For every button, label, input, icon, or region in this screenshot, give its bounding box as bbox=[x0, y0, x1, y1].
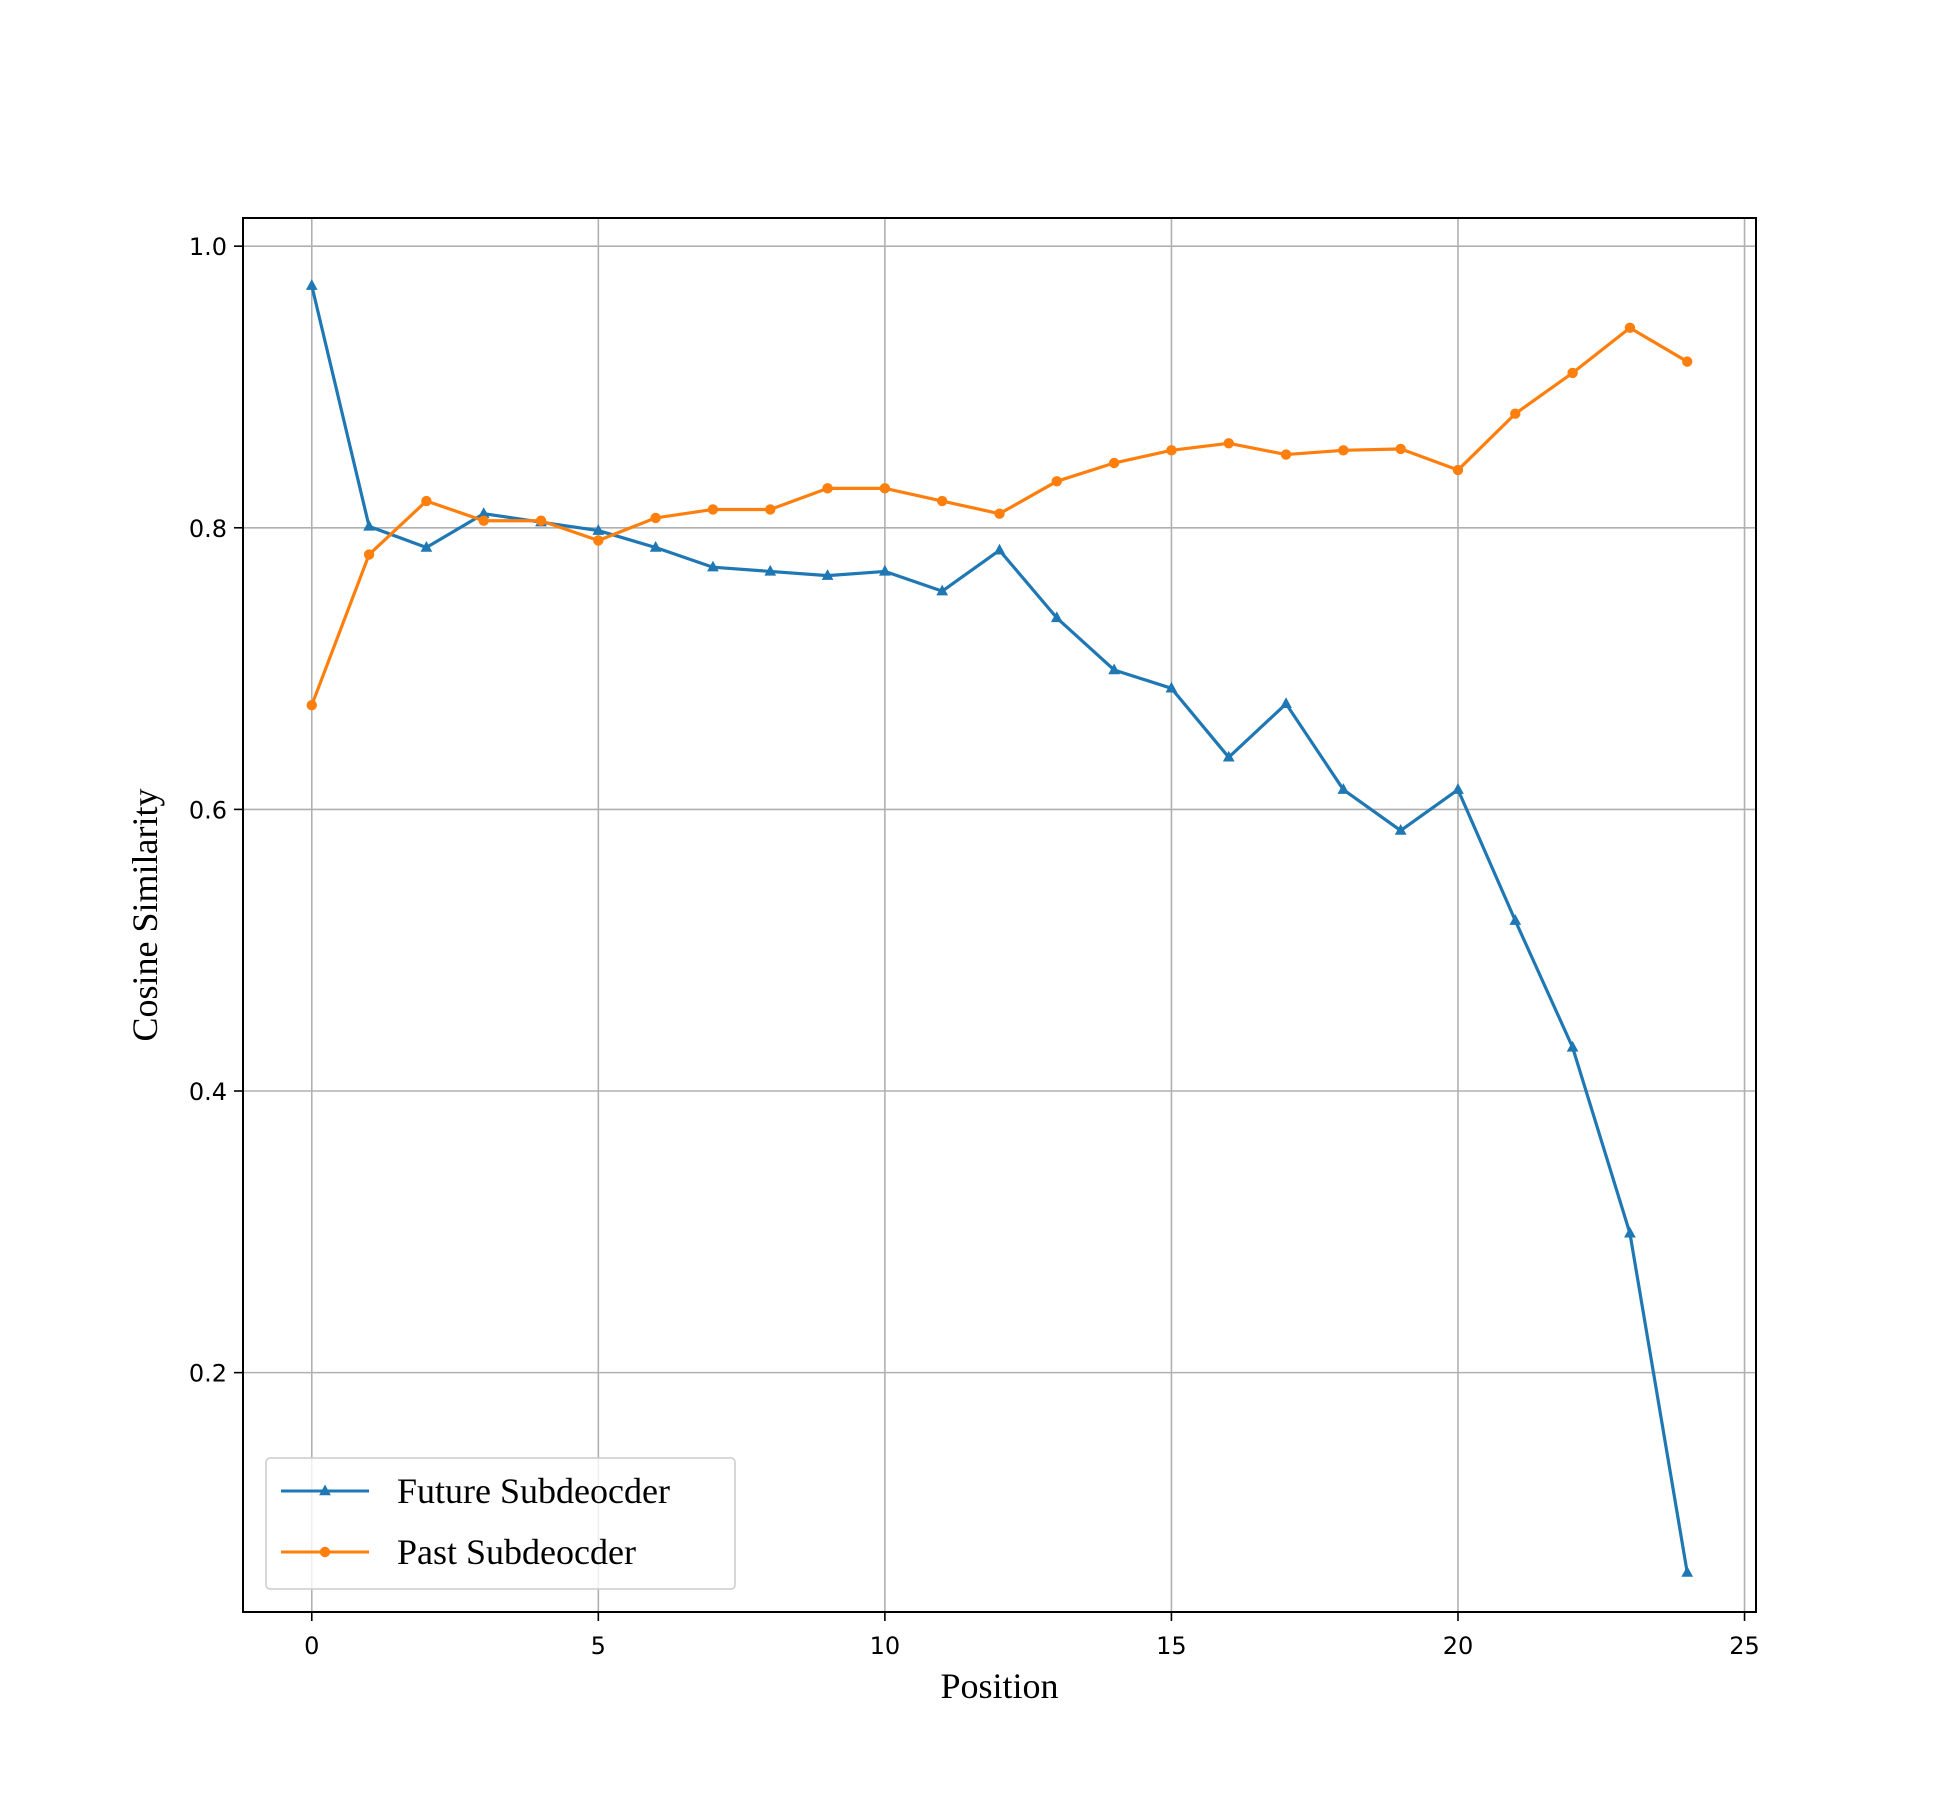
data-point bbox=[1395, 443, 1406, 455]
data-point bbox=[478, 515, 489, 526]
data-point bbox=[764, 564, 777, 576]
data-point bbox=[1051, 476, 1063, 487]
axis-ticks: 0 5 10 15 20 25 0.2 0.4 0.6 0.8 1.0 bbox=[189, 233, 1760, 1660]
legend-box bbox=[265, 1457, 736, 1590]
x-axis-title: Position bbox=[940, 1666, 1058, 1706]
data-point bbox=[936, 584, 949, 596]
data-point bbox=[1510, 408, 1521, 419]
data-point bbox=[936, 495, 948, 507]
data-point bbox=[707, 504, 719, 515]
legend: Future Subdeocder Past Subdeocder bbox=[265, 1457, 736, 1590]
y-tick-label: 0.2 bbox=[189, 1360, 227, 1388]
data-point bbox=[1166, 445, 1177, 456]
data-point bbox=[592, 524, 605, 535]
data-point bbox=[1165, 681, 1178, 693]
data-point bbox=[305, 279, 318, 290]
data-point bbox=[593, 535, 604, 546]
legend-label-past: Past Subdeocder bbox=[397, 1532, 636, 1572]
data-point bbox=[1337, 783, 1350, 794]
data-point bbox=[363, 549, 375, 560]
data-point bbox=[650, 512, 661, 524]
legend-marker-future bbox=[319, 1484, 331, 1496]
data-point bbox=[765, 504, 776, 515]
data-point bbox=[1624, 1226, 1636, 1238]
y-tick-label: 0.6 bbox=[189, 796, 227, 824]
y-axis-title: Cosine Similarity bbox=[125, 788, 165, 1041]
data-point bbox=[1050, 611, 1063, 623]
legend-marker-past bbox=[319, 1546, 331, 1558]
data-point bbox=[821, 569, 834, 580]
data-point bbox=[1452, 464, 1464, 476]
series-lines bbox=[305, 279, 1694, 1577]
data-point bbox=[707, 560, 719, 572]
data-point bbox=[1682, 356, 1693, 367]
data-point bbox=[1280, 697, 1292, 709]
data-point bbox=[1681, 1566, 1694, 1577]
data-point bbox=[1566, 1040, 1579, 1052]
data-point bbox=[879, 564, 891, 576]
x-tick-label: 20 bbox=[1443, 1632, 1474, 1660]
grid bbox=[243, 218, 1756, 1612]
data-point bbox=[993, 543, 1006, 555]
x-tick-label: 5 bbox=[591, 1632, 606, 1660]
data-point bbox=[1108, 663, 1120, 675]
y-tick-label: 1.0 bbox=[189, 233, 227, 261]
data-point bbox=[822, 483, 833, 494]
data-point bbox=[879, 483, 891, 494]
x-tick-label: 25 bbox=[1729, 1632, 1760, 1660]
legend-label-future: Future Subdeocder bbox=[397, 1471, 670, 1511]
data-point bbox=[1223, 438, 1234, 449]
data-point bbox=[1222, 750, 1235, 762]
data-point bbox=[1509, 914, 1522, 925]
series-line bbox=[309, 283, 1690, 1575]
x-tick-label: 15 bbox=[1156, 1632, 1187, 1660]
data-point bbox=[421, 495, 432, 507]
data-point bbox=[1567, 367, 1578, 379]
plot-frame bbox=[242, 217, 1757, 1613]
data-point bbox=[994, 508, 1005, 519]
data-point bbox=[535, 515, 547, 526]
data-point bbox=[1452, 783, 1464, 794]
data-point bbox=[1624, 322, 1636, 334]
data-point bbox=[1394, 824, 1407, 835]
data-point bbox=[1338, 445, 1349, 456]
y-tick-label: 0.8 bbox=[189, 515, 227, 543]
data-point bbox=[1108, 457, 1120, 469]
y-tick-label: 0.4 bbox=[189, 1078, 227, 1106]
series-past bbox=[306, 322, 1693, 711]
data-point bbox=[1280, 449, 1292, 460]
x-tick-label: 10 bbox=[870, 1632, 901, 1660]
data-point bbox=[649, 540, 662, 552]
data-point bbox=[477, 507, 490, 518]
x-tick-label: 0 bbox=[304, 1632, 319, 1660]
series-future bbox=[305, 279, 1694, 1577]
data-point bbox=[420, 540, 433, 552]
data-point bbox=[306, 699, 317, 711]
data-point bbox=[363, 519, 375, 531]
